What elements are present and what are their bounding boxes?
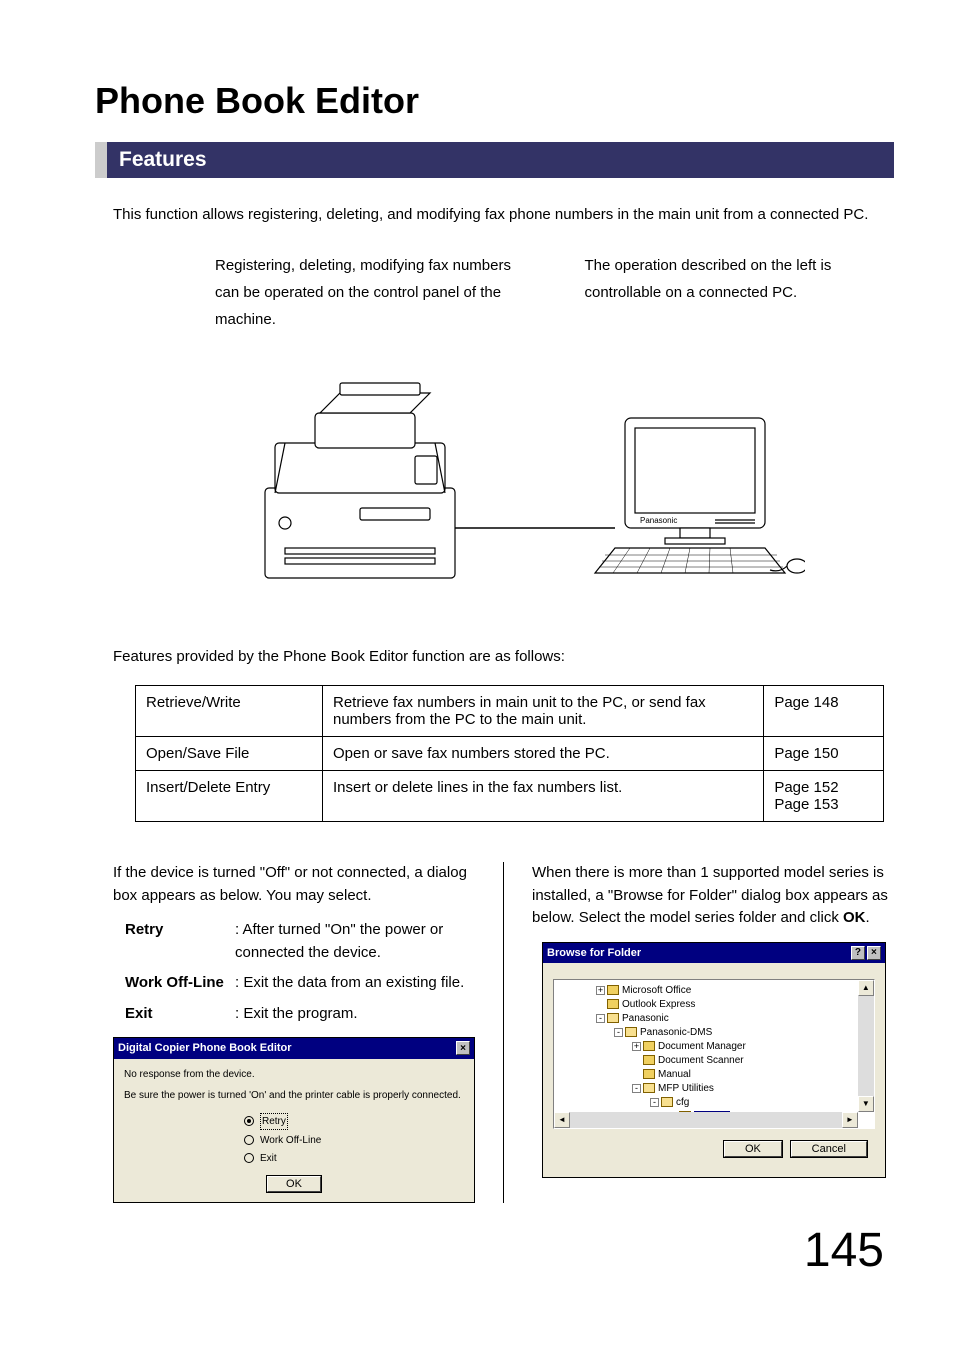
error-dialog: Digital Copier Phone Book Editor × No re… xyxy=(113,1037,475,1203)
dialog-line2: Be sure the power is turned 'On' and the… xyxy=(124,1088,464,1103)
option-desc: : After turned "On" the power or connect… xyxy=(235,919,475,964)
tree-label: MFP Utilities xyxy=(658,1083,714,1094)
monitor-brand: Panasonic xyxy=(640,516,677,525)
page-title: Phone Book Editor xyxy=(95,80,894,122)
folder-icon xyxy=(625,1027,637,1037)
option-row: Exit : Exit the program. xyxy=(125,1003,475,1026)
tree-node[interactable]: - Panasonic-DMS xyxy=(558,1026,870,1040)
radio-icon[interactable] xyxy=(244,1135,254,1145)
right-intro: When there is more than 1 supported mode… xyxy=(532,862,894,930)
folder-icon xyxy=(643,1069,655,1079)
folder-icon xyxy=(607,999,619,1009)
expand-icon[interactable]: - xyxy=(614,1028,623,1037)
caption-left: Registering, deleting, modifying fax num… xyxy=(215,252,525,333)
tree-label: cfg xyxy=(676,1097,689,1108)
browse-dialog: Browse for Folder ? × + Microsoft Office O… xyxy=(542,942,886,1179)
expand-icon[interactable]: + xyxy=(632,1042,641,1051)
tree-label: Document Manager xyxy=(658,1041,746,1052)
radio-label: Work Off-Line xyxy=(260,1133,321,1148)
expand-icon[interactable]: + xyxy=(596,986,605,995)
option-desc: : Exit the program. xyxy=(235,1003,475,1026)
close-icon[interactable]: × xyxy=(456,1041,470,1055)
option-label: Exit xyxy=(125,1003,235,1026)
tree-label: Panasonic xyxy=(622,1013,669,1024)
radio-label: Exit xyxy=(260,1151,277,1166)
scrollbar-horizontal[interactable]: ◄ ► xyxy=(554,1112,858,1128)
page-number: 145 xyxy=(95,1223,894,1278)
table-row: Insert/Delete Entry Insert or delete lin… xyxy=(136,771,884,822)
tree-node[interactable]: - Panasonic xyxy=(558,1012,870,1026)
browse-title: Browse for Folder xyxy=(547,945,641,962)
features-table: Retrieve/Write Retrieve fax numbers in m… xyxy=(135,685,884,822)
expand-icon[interactable]: - xyxy=(632,1084,641,1093)
features-intro: Features provided by the Phone Book Edit… xyxy=(95,648,894,665)
column-divider xyxy=(503,862,504,1203)
tree-node[interactable]: + Microsoft Office xyxy=(558,984,870,998)
feature-desc: Retrieve fax numbers in main unit to the… xyxy=(323,686,764,737)
folder-icon xyxy=(661,1097,673,1107)
folder-icon xyxy=(607,985,619,995)
folder-icon xyxy=(643,1055,655,1065)
radio-option[interactable]: Retry xyxy=(244,1113,464,1130)
ok-button[interactable]: OK xyxy=(267,1176,321,1192)
cancel-button[interactable]: Cancel xyxy=(791,1141,867,1157)
intro-text: This function allows registering, deleti… xyxy=(95,203,894,227)
tree-node[interactable]: Document Scanner xyxy=(558,1054,870,1068)
scroll-right-icon[interactable]: ► xyxy=(842,1112,858,1128)
feature-page: Page 152Page 153 xyxy=(764,771,884,822)
option-desc: : Exit the data from an existing file. xyxy=(235,972,475,995)
option-label: Work Off-Line xyxy=(125,972,235,995)
table-row: Open/Save File Open or save fax numbers … xyxy=(136,737,884,771)
feature-name: Insert/Delete Entry xyxy=(136,771,323,822)
close-icon[interactable]: × xyxy=(867,946,881,960)
tree-node[interactable]: - MFP Utilities xyxy=(558,1082,870,1096)
radio-label: Retry xyxy=(260,1113,288,1130)
radio-icon[interactable] xyxy=(244,1116,254,1126)
section-heading: Features xyxy=(95,142,894,178)
tree-label: Outlook Express xyxy=(622,999,695,1010)
tree-node[interactable]: Manual xyxy=(558,1068,870,1082)
help-icon[interactable]: ? xyxy=(851,946,865,960)
folder-icon xyxy=(607,1013,619,1023)
option-row: Work Off-Line : Exit the data from an ex… xyxy=(125,972,475,995)
caption-right: The operation described on the left is c… xyxy=(585,252,895,333)
dialog-title: Digital Copier Phone Book Editor xyxy=(118,1040,292,1057)
tree-label: Microsoft Office xyxy=(622,985,691,996)
expand-icon[interactable]: - xyxy=(596,1014,605,1023)
radio-option[interactable]: Work Off-Line xyxy=(244,1133,464,1148)
table-row: Retrieve/Write Retrieve fax numbers in m… xyxy=(136,686,884,737)
expand-icon[interactable]: - xyxy=(650,1098,659,1107)
folder-icon xyxy=(643,1083,655,1093)
tree-node[interactable]: + Document Manager xyxy=(558,1040,870,1054)
tree-label: Document Scanner xyxy=(658,1055,744,1066)
tree-label: Panasonic-DMS xyxy=(640,1027,712,1038)
option-label: Retry xyxy=(125,919,235,964)
radio-option[interactable]: Exit xyxy=(244,1151,464,1166)
scroll-left-icon[interactable]: ◄ xyxy=(554,1112,570,1128)
feature-page: Page 150 xyxy=(764,737,884,771)
scrollbar-vertical[interactable]: ▲ ▼ xyxy=(858,980,874,1112)
scroll-down-icon[interactable]: ▼ xyxy=(858,1096,874,1112)
folder-icon xyxy=(643,1041,655,1051)
feature-name: Open/Save File xyxy=(136,737,323,771)
option-row: Retry : After turned "On" the power or c… xyxy=(125,919,475,964)
feature-name: Retrieve/Write xyxy=(136,686,323,737)
radio-icon[interactable] xyxy=(244,1153,254,1163)
left-intro: If the device is turned "Off" or not con… xyxy=(113,862,475,907)
dialog-line1: No response from the device. xyxy=(124,1067,464,1082)
tree-node[interactable]: Outlook Express xyxy=(558,998,870,1012)
tree-label: Manual xyxy=(658,1069,691,1080)
feature-desc: Insert or delete lines in the fax number… xyxy=(323,771,764,822)
feature-page: Page 148 xyxy=(764,686,884,737)
ok-button[interactable]: OK xyxy=(724,1141,782,1157)
illustration: Panasonic xyxy=(95,348,894,608)
tree-node[interactable]: - cfg xyxy=(558,1096,870,1110)
feature-desc: Open or save fax numbers stored the PC. xyxy=(323,737,764,771)
scroll-up-icon[interactable]: ▲ xyxy=(858,980,874,996)
